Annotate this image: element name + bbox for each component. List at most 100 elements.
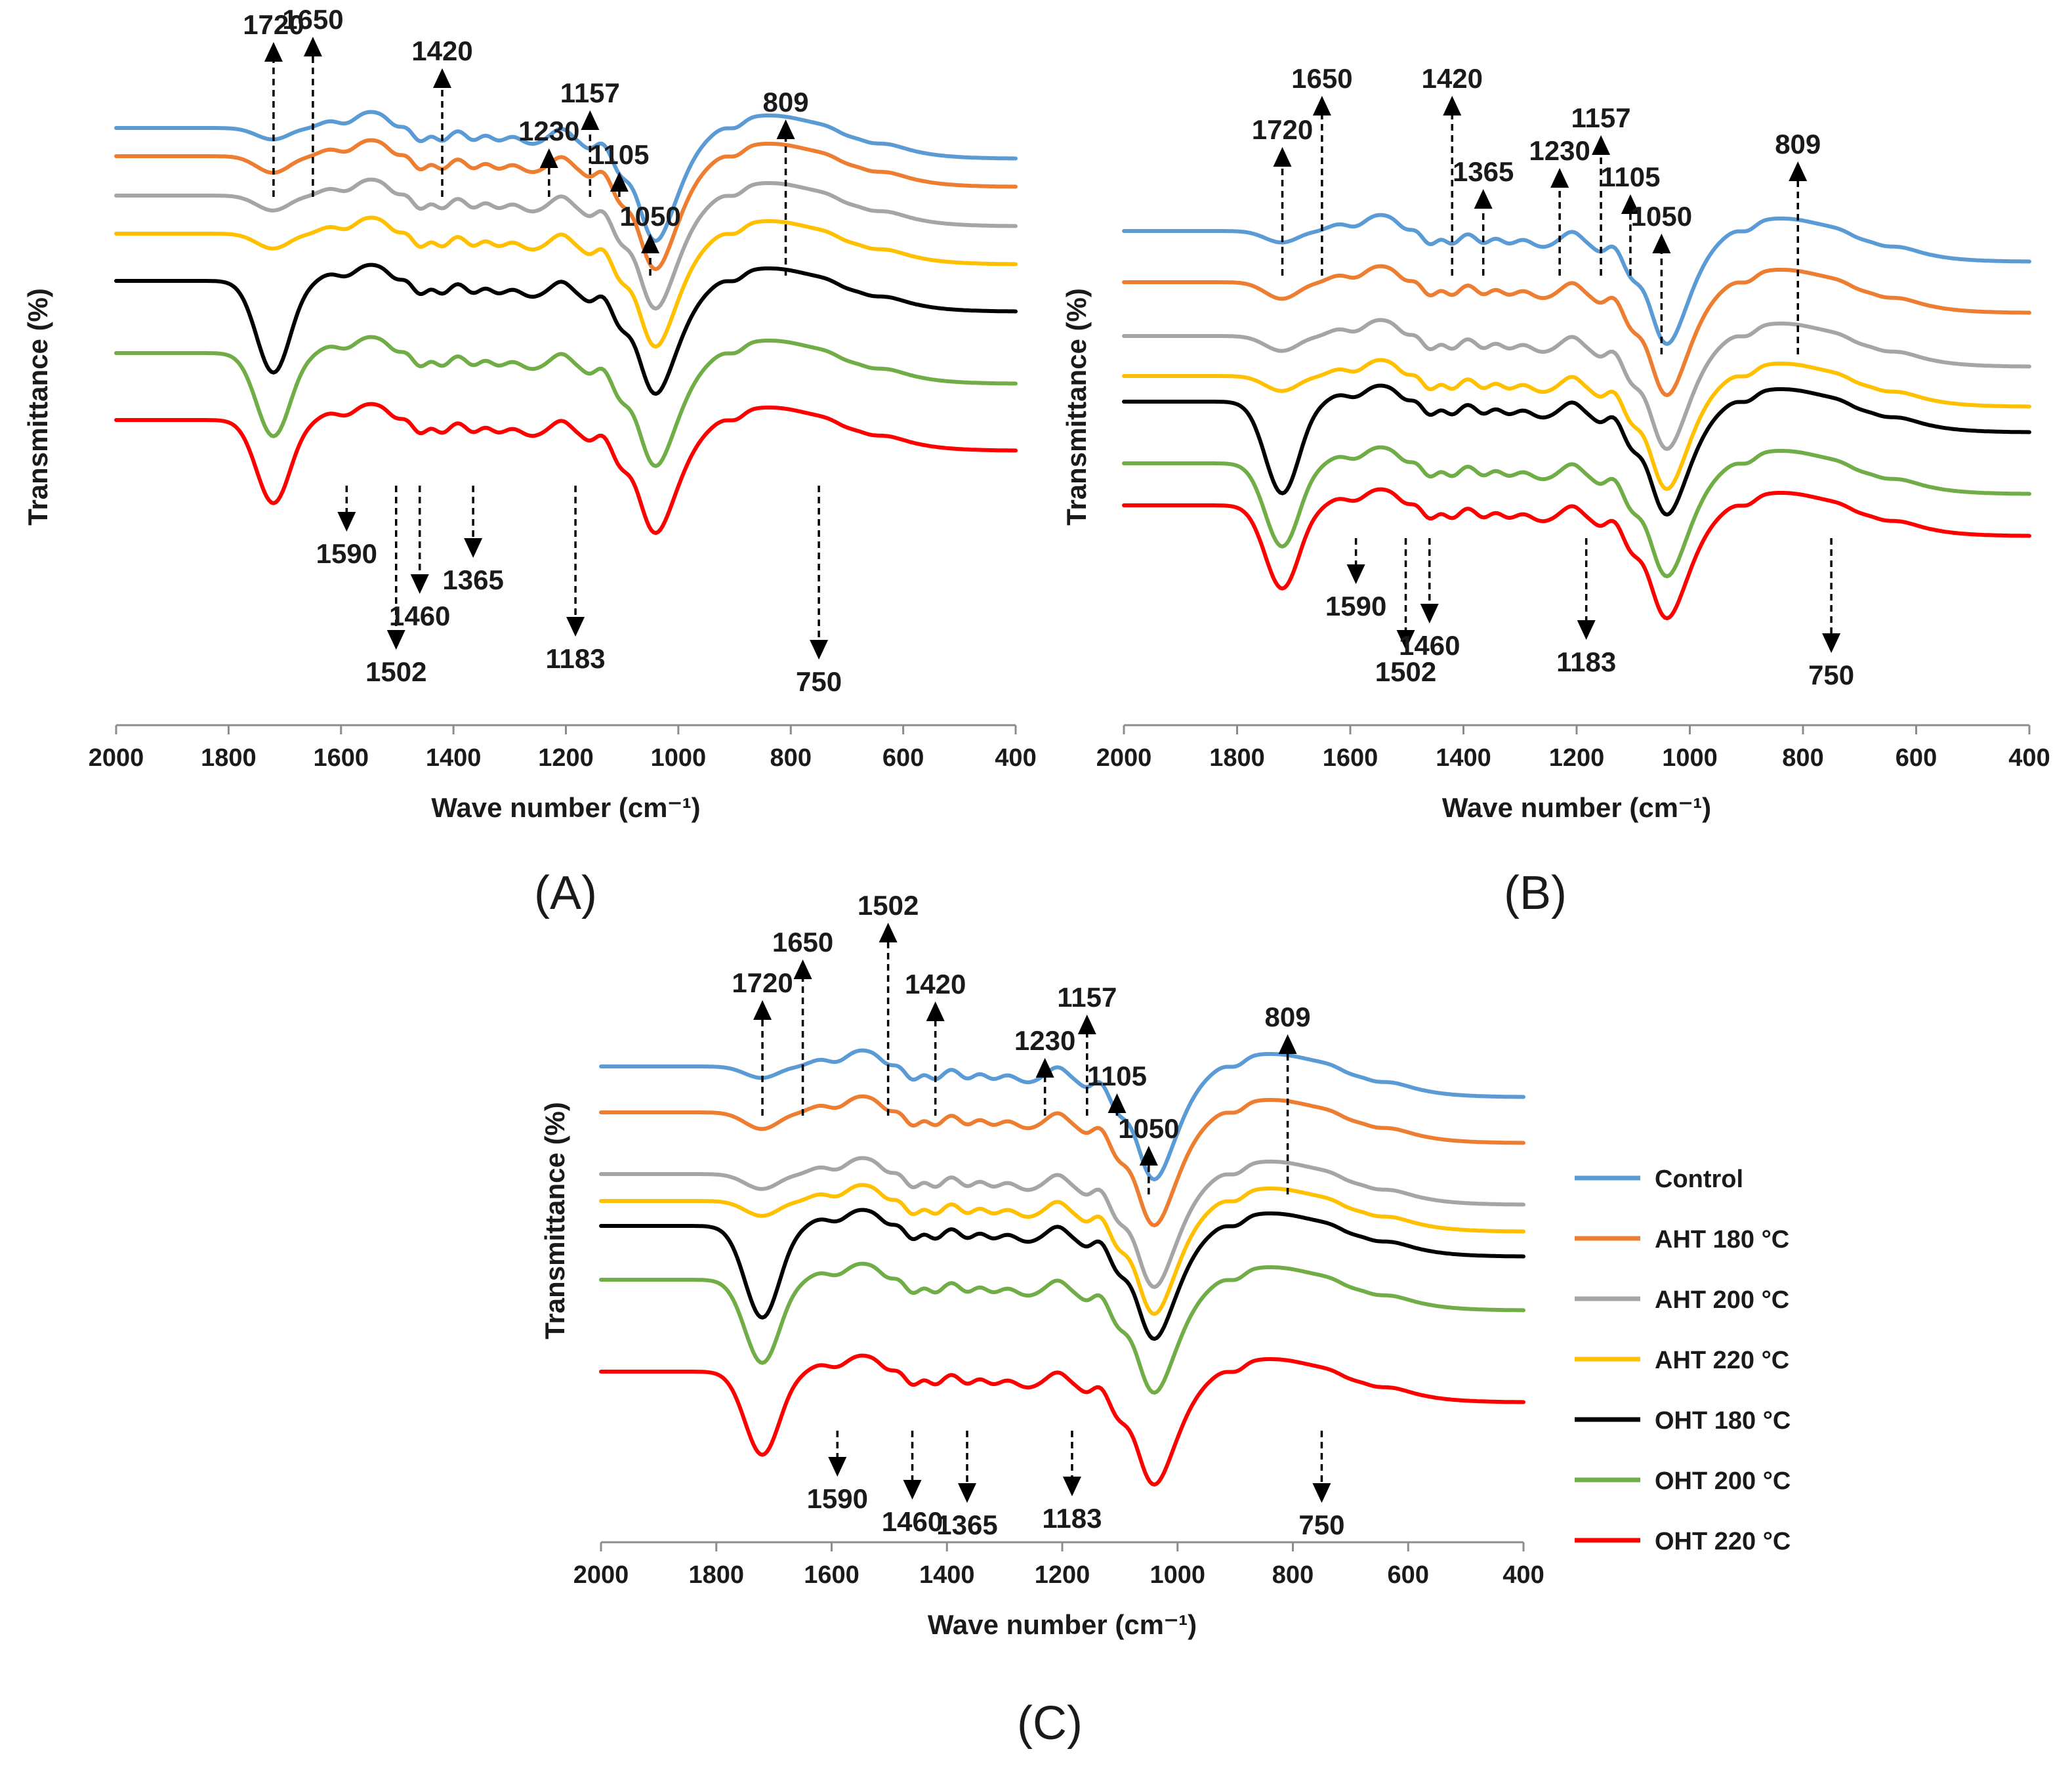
- x-tick-label: 1800: [688, 1561, 744, 1589]
- x-tick-label: 1800: [201, 744, 257, 772]
- legend-entry: AHT 200 °C: [1655, 1286, 1789, 1314]
- annotation-up-label: 1720: [243, 9, 304, 40]
- annotation-arrowhead-up: [539, 148, 558, 168]
- series-line-aht-220-c: [599, 1183, 1525, 1316]
- series-line-aht-200-c: [599, 1156, 1525, 1290]
- y-axis-label: Transmittance (%): [539, 1102, 570, 1339]
- annotation-arrowhead-up: [879, 923, 898, 942]
- annotation-down-label: 1590: [316, 538, 377, 569]
- annotation-down-label: 1183: [546, 643, 606, 674]
- annotation-down-label: 750: [1298, 1509, 1344, 1540]
- x-tick-label: 400: [995, 744, 1036, 772]
- annotation-down-label: 1502: [365, 656, 426, 687]
- annotation-arrowhead-down: [464, 538, 483, 558]
- x-tick-label: 400: [2008, 744, 2050, 772]
- annotation-arrowhead-down: [1062, 1477, 1081, 1496]
- annotation-down-label: 1590: [1325, 591, 1386, 621]
- annotation-arrowhead-up: [1077, 1015, 1096, 1034]
- annotation-arrowhead-up: [1621, 194, 1640, 214]
- annotation-up-label: 1105: [589, 139, 649, 170]
- annotation-up-label: 809: [1775, 129, 1821, 159]
- annotation-arrowhead-down: [386, 630, 405, 650]
- panel-label: (A): [534, 867, 597, 919]
- annotation-arrowhead-down: [566, 617, 585, 637]
- x-tick-label: 1200: [538, 744, 594, 772]
- x-tick-label: 600: [1896, 744, 1937, 772]
- x-tick-label: 1000: [1150, 1561, 1205, 1589]
- x-tick-label: 400: [1502, 1561, 1544, 1589]
- legend-entry: AHT 220 °C: [1655, 1347, 1789, 1374]
- annotation-up-label: 1157: [1571, 102, 1631, 133]
- annotation-up-label: 1105: [1087, 1061, 1147, 1091]
- x-tick-label: 1600: [804, 1561, 860, 1589]
- annotation-up-label: 1157: [560, 77, 620, 108]
- annotation-arrowhead-up: [641, 234, 660, 253]
- series-line-control: [599, 1048, 1525, 1182]
- annotation-arrowhead-up: [1139, 1146, 1158, 1166]
- annotation-arrowhead-up: [1789, 161, 1808, 181]
- annotation-arrowhead-down: [958, 1483, 977, 1503]
- series-line-aht-180-c: [114, 138, 1018, 272]
- series-line-aht-200-c: [1122, 318, 2031, 452]
- series-line-control: [1122, 213, 2031, 347]
- annotation-down-label: 1183: [1042, 1503, 1102, 1534]
- annotation-arrowhead-up: [753, 1000, 772, 1020]
- legend-entry: OHT 200 °C: [1655, 1467, 1791, 1495]
- series-line-control: [114, 110, 1018, 243]
- series-line-oht-220-c: [1122, 487, 2031, 621]
- annotation-arrowhead-down: [410, 574, 429, 594]
- x-tick-label: 1200: [1035, 1561, 1090, 1589]
- annotation-up-label: 1420: [1422, 63, 1483, 94]
- y-axis-label: Transmittance (%): [22, 288, 53, 526]
- series-line-oht-200-c: [599, 1261, 1525, 1395]
- x-tick-label: 1800: [1209, 744, 1265, 772]
- panel-c: 2000 1800 1600 1400 1200 1000 800 600 400 Wave nu…: [539, 890, 1544, 1750]
- annotation-arrowhead-down: [903, 1480, 922, 1500]
- annotation-arrowhead-up: [1474, 189, 1493, 209]
- series-line-oht-180-c: [1122, 383, 2031, 517]
- annotation-down-label: 1460: [1399, 630, 1460, 661]
- x-tick-label: 1600: [313, 744, 369, 772]
- x-tick-label: 1400: [1436, 744, 1491, 772]
- annotation-arrowhead-up: [1273, 147, 1292, 167]
- annotation-arrowhead-up: [926, 1001, 945, 1021]
- x-axis-label: Wave number (cm⁻¹): [928, 1609, 1197, 1640]
- series-line-oht-200-c: [114, 335, 1018, 469]
- annotation-up-label: 1157: [1057, 982, 1117, 1013]
- legend: Control AHT 180 °C AHT 200 °C AHT 220 °C OHT…: [1575, 1166, 1791, 1555]
- annotation-up-label: 1230: [518, 116, 579, 146]
- series-line-aht-220-c: [114, 215, 1018, 349]
- annotation-arrowhead-down: [1346, 564, 1365, 584]
- annotation-arrowhead-down: [1396, 630, 1415, 650]
- annotation-down-label: 1460: [389, 600, 450, 631]
- annotation-up-label: 1650: [772, 927, 833, 958]
- annotation-up-label: 1502: [858, 890, 919, 921]
- x-tick-label: 1400: [919, 1561, 975, 1589]
- annotation-arrowhead-up: [1550, 168, 1569, 188]
- panel-a: 2000 1800 1600 1400 1200 1000 800 600 400 Wave nu…: [22, 4, 1037, 919]
- annotation-arrowhead-down: [1822, 633, 1841, 653]
- annotation-up-label: 1230: [1529, 135, 1590, 166]
- annotation-arrowhead-up: [1035, 1058, 1054, 1078]
- x-tick-label: 1400: [426, 744, 482, 772]
- annotation-arrowhead-up: [432, 68, 451, 88]
- annotation-down-label: 750: [796, 666, 842, 697]
- annotation-up-label: 1050: [619, 201, 680, 232]
- annotation-up-label: 1420: [411, 35, 472, 66]
- annotation-up-label: 1050: [1631, 201, 1692, 232]
- annotation-arrowhead-up: [264, 42, 283, 62]
- annotation-up-label: 1720: [732, 967, 793, 998]
- annotation-down-label: 1365: [936, 1509, 997, 1540]
- annotation-down-label: 1502: [1375, 656, 1436, 687]
- x-axis-label: Wave number (cm⁻¹): [1442, 792, 1711, 823]
- panel-b: 2000 1800 1600 1400 1200 1000 800 600 400 Wave nu…: [1061, 63, 2050, 919]
- annotation-up-label: 1230: [1014, 1025, 1075, 1056]
- annotation-arrowhead-up: [610, 172, 629, 192]
- legend-entry: AHT 180 °C: [1655, 1226, 1789, 1253]
- annotation-arrowhead-down: [828, 1457, 847, 1477]
- annotation-down-label: 1365: [442, 564, 503, 595]
- annotation-arrowhead-up: [1312, 96, 1331, 116]
- x-axis-label: Wave number (cm⁻¹): [431, 792, 700, 823]
- series-line-oht-220-c: [599, 1353, 1525, 1487]
